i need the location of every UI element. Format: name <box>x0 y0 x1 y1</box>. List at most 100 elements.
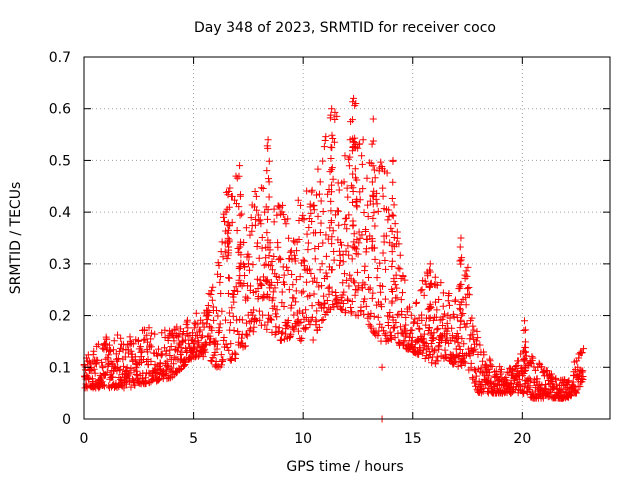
data-point <box>454 333 462 341</box>
data-point <box>178 337 186 345</box>
data-point <box>259 185 267 193</box>
data-point <box>126 369 134 377</box>
data-point <box>118 382 126 390</box>
data-point <box>565 377 573 385</box>
data-point <box>486 379 494 387</box>
data-point <box>228 192 236 200</box>
data-point <box>456 243 464 251</box>
data-point <box>236 162 244 170</box>
data-point <box>134 360 142 368</box>
data-point <box>245 253 253 261</box>
data-point <box>520 383 528 391</box>
data-point <box>306 292 314 300</box>
data-point <box>212 337 220 345</box>
data-point <box>522 352 530 360</box>
data-point <box>458 254 466 262</box>
data-point <box>299 256 307 264</box>
data-point <box>225 274 233 282</box>
data-point <box>522 326 530 334</box>
data-point <box>203 316 211 324</box>
data-point <box>388 257 396 265</box>
data-point <box>245 327 253 335</box>
data-point <box>464 290 472 298</box>
data-point <box>284 316 292 324</box>
data-point <box>267 262 275 270</box>
data-point <box>114 331 122 339</box>
data-point <box>282 220 290 228</box>
data-point <box>90 365 98 373</box>
data-point <box>420 291 428 299</box>
data-point <box>227 340 235 348</box>
data-point <box>336 256 344 264</box>
data-point <box>427 339 435 347</box>
data-point <box>234 327 242 335</box>
data-point <box>208 296 216 304</box>
data-point <box>171 368 179 376</box>
data-point <box>454 353 462 361</box>
data-point <box>324 284 332 292</box>
data-point <box>218 307 226 315</box>
data-point <box>579 373 587 381</box>
x-tick-label: 20 <box>513 431 531 447</box>
data-point <box>567 391 575 399</box>
data-point <box>520 356 528 364</box>
data-point <box>413 319 421 327</box>
data-point <box>535 359 543 367</box>
data-point <box>105 351 113 359</box>
data-point <box>167 342 175 350</box>
data-point <box>349 217 357 225</box>
data-point <box>437 279 445 287</box>
data-point <box>454 362 462 370</box>
data-point <box>388 263 396 271</box>
data-point <box>348 255 356 263</box>
data-point <box>288 271 296 278</box>
data-point <box>265 193 273 201</box>
data-point <box>351 165 359 173</box>
data-point <box>254 239 262 247</box>
data-point <box>381 295 389 303</box>
data-point <box>310 290 318 298</box>
data-point <box>506 384 514 392</box>
data-point <box>457 316 465 324</box>
data-point <box>450 358 458 366</box>
data-point <box>443 319 451 327</box>
data-point <box>219 356 227 364</box>
data-point <box>352 202 360 210</box>
data-point <box>377 288 385 296</box>
data-point <box>333 207 341 215</box>
data-point <box>394 264 402 272</box>
data-point <box>419 349 427 357</box>
data-point <box>316 178 324 186</box>
data-point <box>424 343 432 351</box>
data-point <box>266 246 274 254</box>
data-point <box>263 325 271 333</box>
data-point <box>521 348 529 356</box>
data-point <box>355 239 363 247</box>
data-point <box>306 265 314 273</box>
data-point <box>397 296 405 304</box>
data-point <box>258 282 266 290</box>
data-point <box>426 302 434 310</box>
data-point <box>328 233 336 241</box>
data-point <box>221 248 229 256</box>
data-point <box>346 153 354 161</box>
data-point <box>456 306 464 314</box>
data-point <box>133 367 141 375</box>
data-point <box>328 288 336 296</box>
data-point <box>319 157 327 165</box>
data-point <box>357 303 365 311</box>
data-point <box>144 348 152 356</box>
data-point <box>196 326 204 334</box>
data-point <box>364 201 372 209</box>
data-point <box>223 255 231 263</box>
data-point <box>269 266 277 274</box>
data-point <box>450 313 458 321</box>
data-point <box>466 335 474 343</box>
data-point <box>246 231 254 239</box>
data-point <box>139 369 147 377</box>
data-point <box>273 313 281 321</box>
data-point <box>529 354 537 362</box>
data-point <box>329 175 337 183</box>
data-point <box>151 330 159 338</box>
data-point <box>480 351 488 359</box>
